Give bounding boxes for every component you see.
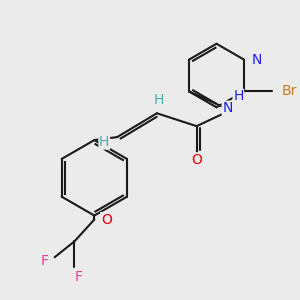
Text: N: N (252, 52, 262, 67)
Text: N: N (222, 101, 233, 115)
Text: F: F (74, 270, 83, 284)
Text: H: H (99, 135, 110, 149)
Text: O: O (101, 212, 112, 226)
Text: F: F (41, 254, 49, 268)
Text: H: H (233, 89, 244, 103)
Text: O: O (191, 153, 202, 167)
Text: Br: Br (282, 84, 297, 98)
Text: H: H (154, 93, 164, 107)
